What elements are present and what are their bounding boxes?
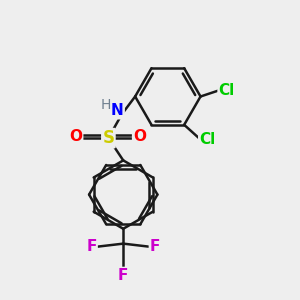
Text: F: F xyxy=(86,239,97,254)
Text: Cl: Cl xyxy=(219,83,235,98)
Text: Cl: Cl xyxy=(199,132,215,147)
Text: F: F xyxy=(150,239,160,254)
Text: S: S xyxy=(102,129,114,147)
Text: N: N xyxy=(111,103,124,118)
Text: H: H xyxy=(100,98,111,112)
Text: O: O xyxy=(69,129,82,144)
Text: F: F xyxy=(118,268,128,283)
Text: O: O xyxy=(133,129,146,144)
